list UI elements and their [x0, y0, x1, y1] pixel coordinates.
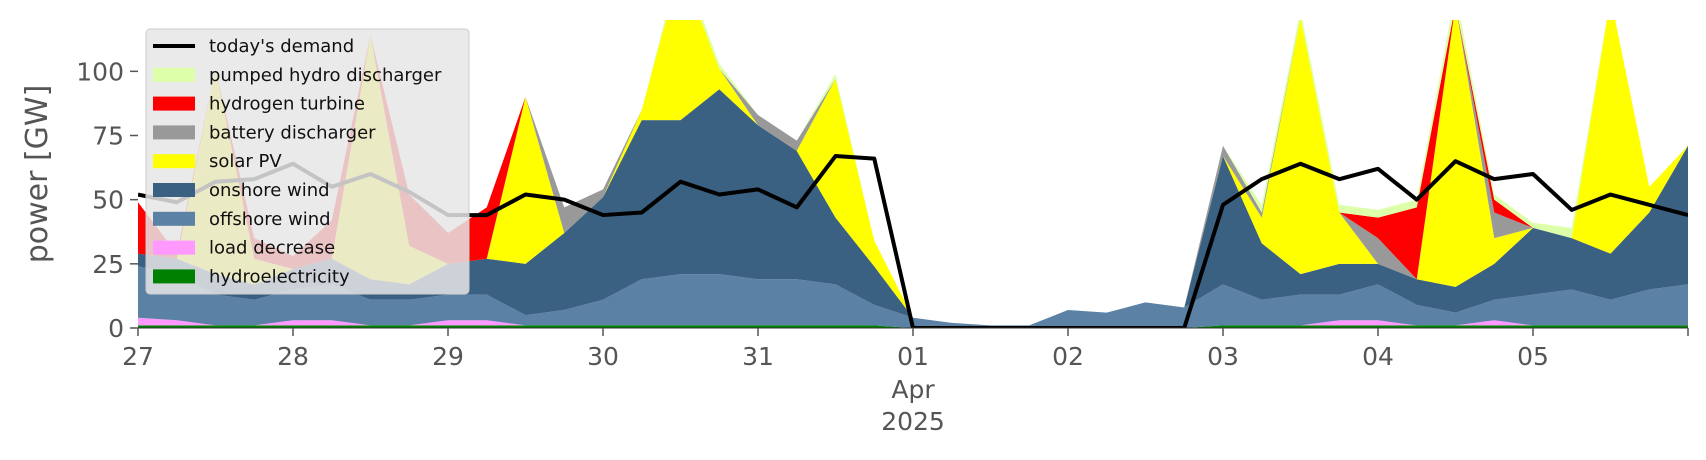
legend-swatch-pumped-hydro-discharger: [153, 67, 195, 82]
x-tick-label: 30: [587, 342, 619, 371]
x-tick-label: 29: [432, 342, 464, 371]
legend-label-pumped-hydro-discharger: pumped hydro discharger: [209, 65, 442, 86]
legend-label-solar-pv: solar PV: [209, 151, 282, 172]
legend-box: [145, 28, 470, 295]
axes: 0 25 50 75 100 27 28 29 30 31 01 Apr 2025 02 03 04 05 pow…: [20, 57, 1689, 436]
x-tick-sublabel: Apr: [891, 375, 935, 404]
legend-label-hydroelectricity: hydroelectricity: [209, 266, 350, 287]
x-tick-label: 28: [277, 342, 309, 371]
x-tick-label: 01: [897, 342, 929, 371]
x-tick-label: 27: [122, 342, 154, 371]
y-tick-label: 100: [76, 57, 124, 86]
legend-swatch-solar-pv: [153, 154, 195, 169]
legend-label-hydrogen-turbine: hydrogen turbine: [209, 94, 365, 115]
legend-swatch-load-decrease: [153, 240, 195, 255]
x-tick-label: 03: [1207, 342, 1239, 371]
x-tick-label: 04: [1362, 342, 1394, 371]
area-load-decrease: [138, 317, 1688, 328]
legend-swatch-hydroelectricity: [153, 269, 195, 284]
x-tick-sublabel: 2025: [881, 407, 945, 436]
legend-swatch-hydrogen-turbine: [153, 96, 195, 111]
y-tick-label: 75: [92, 122, 124, 151]
x-tick-label: 05: [1517, 342, 1549, 371]
area-hydroelectricity: [138, 325, 1688, 328]
y-tick-label: 25: [92, 250, 124, 279]
area-offshore-wind: [138, 266, 1688, 328]
legend-swatch-onshore-wind: [153, 183, 195, 197]
legend-label-offshore-wind: offshore wind: [209, 209, 331, 230]
y-axis-label: power [GW]: [20, 85, 55, 264]
area-onshore-wind: [138, 89, 1688, 326]
legend-label-onshore-wind: onshore wind: [209, 180, 330, 201]
legend-label-today-s-demand: today's demand: [209, 36, 354, 57]
legend-swatch-offshore-wind: [153, 211, 195, 226]
legend-label-load-decrease: load decrease: [209, 238, 335, 259]
legend: today's demand pumped hydro discharger hyd…: [145, 28, 470, 295]
y-tick-label: 50: [92, 186, 124, 215]
x-tick-label: 02: [1052, 342, 1084, 371]
stacked-areas: [138, 20, 1688, 328]
area-solar-pv: [138, 20, 1688, 326]
legend-swatch-battery-discharger: [153, 125, 195, 140]
y-tick-label: 0: [108, 314, 124, 343]
legend-label-battery-discharger: battery discharger: [209, 122, 376, 143]
x-tick-label: 31: [742, 342, 774, 371]
